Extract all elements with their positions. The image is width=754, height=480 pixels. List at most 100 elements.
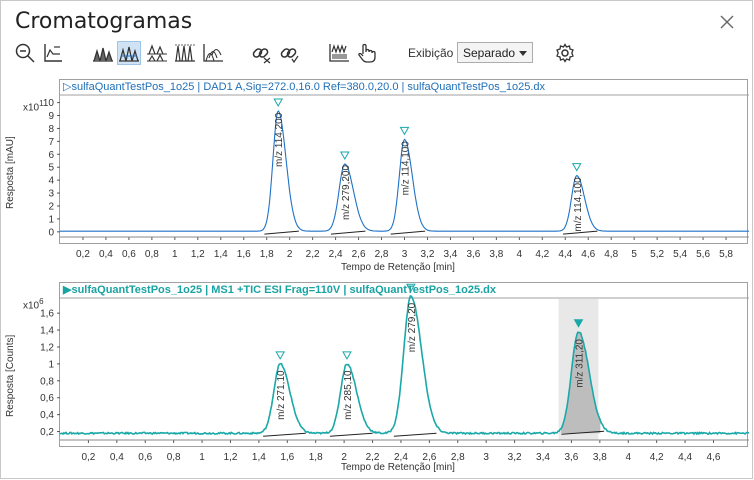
peak-marker[interactable] [339, 151, 350, 160]
x-tick-label: 1,2 [191, 249, 205, 260]
x-tick-label: 3,4 [536, 452, 550, 463]
x-tick-label: 2,8 [451, 452, 465, 463]
y-multiplier-2: x106 [23, 297, 44, 312]
y-multiplier-1: x101 [23, 99, 44, 114]
separate-peaks-button[interactable] [117, 41, 141, 65]
ms-chromatogram-panel[interactable]: ▶sulfaQuantTestPos_1o25 | MS1 +TIC ESI F… [40, 282, 750, 463]
x-tick-label: 3,8 [593, 452, 607, 463]
x-tick-label: 3,2 [421, 249, 435, 260]
x-tick-label: 5,4 [673, 249, 687, 260]
x-tick-label: 2,2 [366, 452, 380, 463]
y-tick-label: 0,8 [40, 376, 54, 387]
x-axis-label-2: Tempo de Retenção [min] [341, 462, 455, 473]
unlink-button[interactable] [277, 41, 301, 65]
peak-baseline [329, 432, 373, 437]
x-tick-label: 4,4 [558, 249, 572, 260]
settings-icon [556, 43, 574, 63]
peak-label[interactable]: m/z 279,200 [341, 165, 352, 220]
y-tick-label: 1 [48, 359, 54, 370]
unlink-icon [280, 48, 299, 64]
peak-baseline [264, 230, 299, 235]
x-tick-label: 5,8 [719, 249, 733, 260]
y-tick-label: 3 [48, 189, 54, 200]
peak-marker[interactable] [342, 351, 352, 360]
overlay-peaks-button[interactable] [91, 41, 115, 65]
y-tick-label: 4 [48, 176, 54, 187]
separate-peaks-icon [119, 46, 139, 62]
uv-panel-title[interactable]: ▷sulfaQuantTestPos_1o25 | DAD1 A,Sig=272… [63, 81, 545, 93]
window-title: Cromatogramas [15, 9, 193, 34]
selected-peak-area [561, 332, 601, 434]
peak-label[interactable]: m/z 285,10 [343, 370, 354, 420]
peak-marker[interactable] [571, 163, 582, 172]
ms-plot[interactable]: 0,2 0,4 0,6 0,8 1 1,2 1,4 1,6 1,8 2 2,2 2,4 2,6 2,8 3 3… [40, 283, 750, 463]
x-tick-label: 4,2 [650, 452, 664, 463]
peak-label[interactable]: m/z 114,200 [274, 112, 285, 167]
x-tick-label: 0,6 [122, 249, 136, 260]
x-tick-label: 2,2 [306, 249, 320, 260]
x-tick-label: 1,6 [280, 452, 294, 463]
x-tick-label: 3,4 [443, 249, 457, 260]
series-trace[interactable] [59, 295, 750, 436]
peak-marker[interactable] [406, 283, 416, 293]
x-tick-label: 1,4 [214, 249, 228, 260]
x-tick-label: 4 [517, 249, 523, 260]
peak-label[interactable]: m/z 114,100 [401, 141, 412, 196]
x-tick-label: 1,8 [260, 249, 274, 260]
y-tick-label: 0,4 [40, 410, 54, 421]
ms-panel-title[interactable]: ▶sulfaQuantTestPos_1o25 | MS1 +TIC ESI F… [63, 284, 496, 296]
offset-peaks-button[interactable] [201, 41, 225, 65]
normalize-peaks-button[interactable] [173, 41, 197, 65]
peak-label[interactable]: m/z 279,20 [407, 302, 418, 352]
display-mode-value: Separado [463, 46, 516, 60]
x-tick-label: 0,2 [76, 249, 90, 260]
x-tick-label: 0,4 [110, 452, 124, 463]
x-tick-label: 0,8 [167, 452, 181, 463]
y-tick-label: 6 [48, 150, 54, 161]
series-trace[interactable] [60, 110, 749, 232]
integration-button[interactable] [327, 41, 351, 65]
x-tick-label: 0,4 [99, 249, 113, 260]
x-tick-label: 4,8 [604, 249, 618, 260]
x-tick-label: 4 [625, 452, 631, 463]
close-button[interactable] [718, 13, 736, 31]
stack-peaks-button[interactable] [145, 41, 169, 65]
peak-baseline [393, 432, 437, 437]
overlay-peaks-icon [93, 47, 113, 62]
toolbar: Exibição Separado [13, 41, 743, 67]
x-tick-label: 3 [483, 452, 489, 463]
y-tick-label: 10 [43, 98, 55, 109]
uv-chromatogram-panel[interactable]: ▷sulfaQuantTestPos_1o25 | DAD1 A,Sig=272… [43, 79, 749, 260]
zoom-out-button[interactable] [13, 41, 37, 65]
display-mode-select[interactable]: Separado [457, 42, 533, 63]
uv-plot[interactable]: 0,2 0,4 0,6 0,8 1 1,2 1,4 1,6 1,8 2 2,2 2,4 2,6 2,8 3 3… [43, 80, 749, 260]
x-tick-label: 3,8 [489, 249, 503, 260]
settings-button[interactable] [553, 41, 577, 65]
x-tick-label: 4,4 [678, 452, 692, 463]
peak-baseline [263, 432, 306, 437]
autoscale-icon [44, 44, 62, 62]
peak-marker[interactable] [573, 319, 584, 328]
link-button[interactable] [249, 41, 273, 65]
integration-icon [329, 44, 349, 62]
peak-label[interactable]: m/z 311,20 [575, 339, 586, 388]
peak-marker[interactable] [399, 126, 410, 136]
peak-label[interactable]: m/z 114,100 [573, 177, 584, 232]
x-tick-label: 0,2 [81, 452, 95, 463]
x-tick-label: 5,6 [696, 249, 710, 260]
autoscale-button[interactable] [41, 41, 65, 65]
hand-select-button[interactable] [355, 41, 379, 65]
peak-baseline [562, 230, 598, 235]
normalize-peaks-icon [175, 44, 195, 62]
peak-label[interactable]: m/z 271,10 [276, 370, 287, 420]
y-tick-label: 2 [48, 201, 54, 212]
y-tick-label: 1 [48, 214, 54, 225]
x-tick-label: 0,6 [138, 452, 152, 463]
peak-baseline [561, 430, 605, 435]
peak-marker[interactable] [273, 98, 284, 107]
x-tick-label: 3,6 [564, 452, 578, 463]
display-label: Exibição [408, 46, 454, 60]
close-icon [720, 15, 734, 29]
peak-marker[interactable] [275, 351, 286, 360]
